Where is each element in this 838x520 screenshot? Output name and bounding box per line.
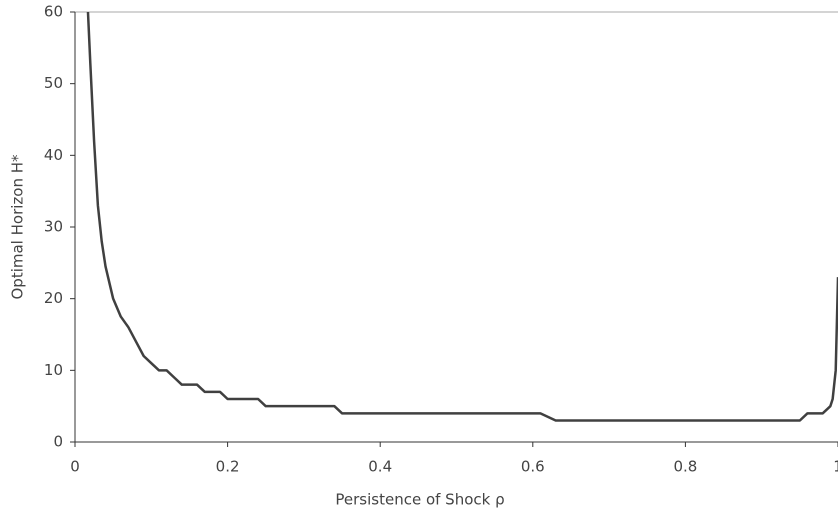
y-tick-label: 50 (44, 74, 63, 92)
x-tick-label: 1 (833, 458, 838, 476)
x-tick-label: 0 (70, 458, 80, 476)
x-tick-label: 0.2 (216, 458, 240, 476)
y-tick-label: 10 (44, 361, 63, 379)
y-tick-label: 30 (44, 218, 63, 236)
x-tick-label: 0.6 (521, 458, 545, 476)
x-tick-label: 0.8 (673, 458, 697, 476)
y-tick-label: 60 (44, 3, 63, 21)
y-tick-label: 20 (44, 289, 63, 307)
data-line (86, 11, 838, 422)
y-tick-label: 0 (53, 433, 63, 451)
y-tick-label: 40 (44, 146, 63, 164)
x-tick-label: 0.4 (368, 458, 392, 476)
x-axis-label: Persistence of Shock ρ (335, 491, 504, 509)
y-axis-label: Optimal Horizon H* (9, 154, 27, 300)
